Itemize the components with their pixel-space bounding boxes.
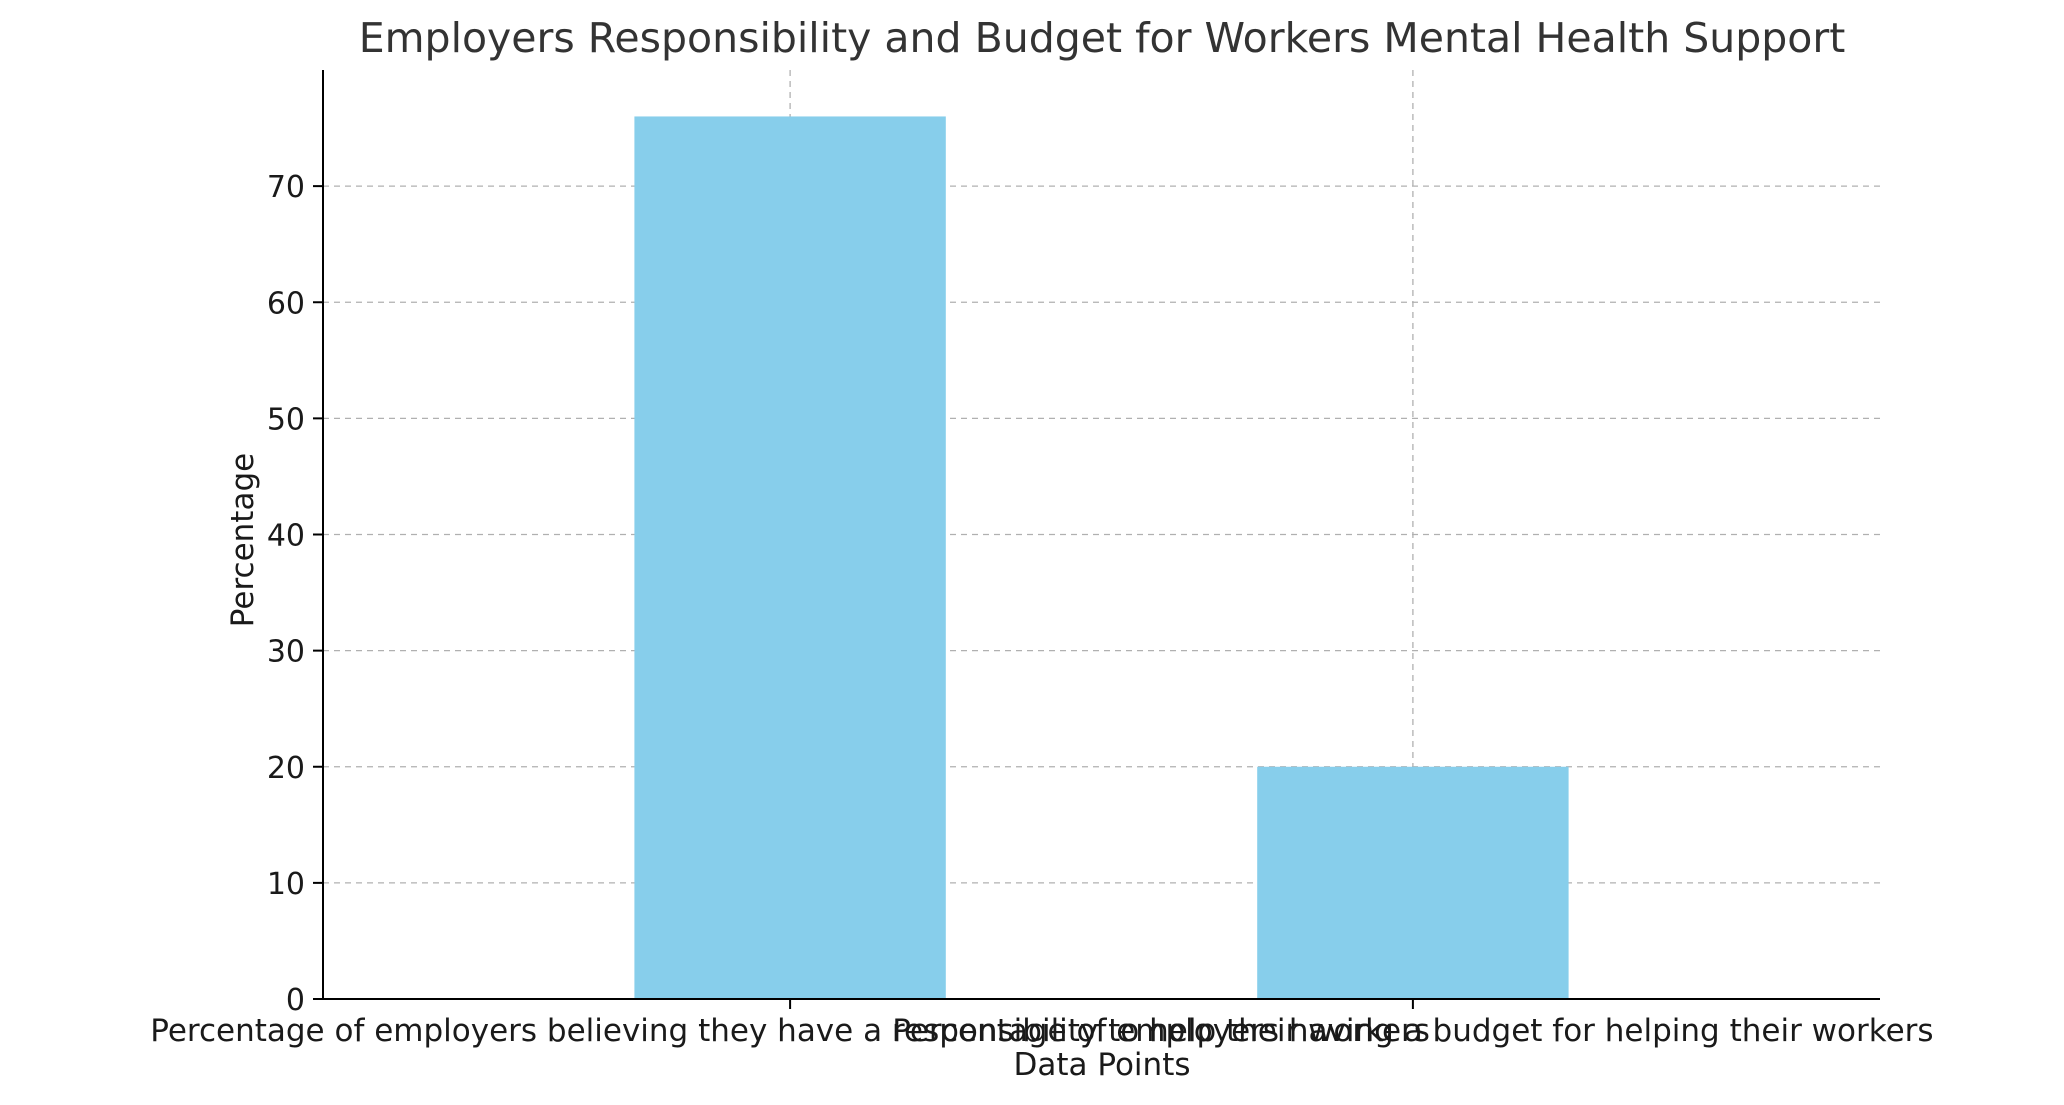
- y-tick-label: 40: [267, 519, 305, 554]
- y-tick-label: 20: [267, 751, 305, 786]
- y-tick-label: 70: [267, 170, 305, 205]
- y-tick-label: 30: [267, 635, 305, 670]
- x-tick-label: Percentage of employers believing they h…: [150, 1013, 1430, 1049]
- y-axis-label: Percentage: [225, 453, 261, 627]
- y-tick-label: 60: [267, 286, 305, 321]
- bar: [634, 116, 946, 999]
- bars: [634, 116, 1569, 999]
- x-axis-label: Data Points: [1014, 1047, 1191, 1083]
- chart-title: Employers Responsibility and Budget for …: [359, 14, 1846, 62]
- y-axis-ticks: 0 10 20 30 40 50 60 70: [267, 170, 323, 1018]
- bar: [1257, 766, 1569, 999]
- y-tick-label: 10: [267, 867, 305, 902]
- y-tick-label: 0: [286, 983, 305, 1018]
- x-axis-ticks: Percentage of employers believing they h…: [150, 999, 1934, 1049]
- y-tick-label: 50: [267, 402, 305, 437]
- x-tick-label: Percentage of employers having a budget …: [892, 1013, 1933, 1049]
